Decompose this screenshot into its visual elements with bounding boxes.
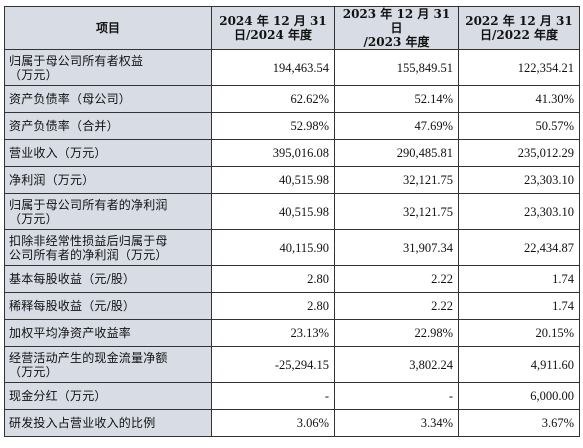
row-label: 稀释每股收益（元/股） <box>4 292 212 320</box>
row-label: 研发投入占营业收入的比例 <box>4 409 212 437</box>
value-2022: 3.67% <box>458 409 580 437</box>
value-2023: 2.22 <box>334 265 459 293</box>
value-2023: 2.22 <box>334 292 459 320</box>
value-2022: 20.15% <box>458 319 580 347</box>
row-label: 资产负债率（合并） <box>4 112 212 140</box>
value-2024: 3.06% <box>211 409 335 437</box>
table-row: 归属于母公司所有者权益 （万元） 194,463.54 155,849.51 12… <box>4 49 580 86</box>
row-label: 资产负债率（母公司） <box>4 85 212 113</box>
value-2024: 62.62% <box>211 85 335 113</box>
row-label: 经营活动产生的现金流量净额 （万元） <box>4 346 212 383</box>
value-2023: 47.69% <box>334 112 459 140</box>
value-2022: 41.30% <box>458 85 580 113</box>
table-body: 归属于母公司所有者权益 （万元） 194,463.54 155,849.51 12… <box>4 49 580 437</box>
table-row: 基本每股收益（元/股） 2.80 2.22 1.74 <box>4 265 580 293</box>
table-row: 资产负债率（母公司） 62.62% 52.14% 41.30% <box>4 85 580 113</box>
value-2023: 3,802.24 <box>334 346 459 383</box>
value-2022: 23,303.10 <box>458 193 580 230</box>
row-label: 现金分红（万元） <box>4 382 212 410</box>
value-2023: 31,907.34 <box>334 229 459 266</box>
table-row: 净利润（万元） 40,515.98 32,121.75 23,303.10 <box>4 166 580 194</box>
row-label: 归属于母公司所有者的净利润 （万元） <box>4 193 212 230</box>
value-2022: 22,434.87 <box>458 229 580 266</box>
value-2024: -25,294.15 <box>211 346 335 383</box>
row-label: 加权平均净资产收益率 <box>4 319 212 347</box>
value-2023: 32,121.75 <box>334 166 459 194</box>
header-2022: 2022 年 12 月 31 日/2022 年度 <box>458 6 580 50</box>
header-2024: 2024 年 12 月 31 日/2024 年度 <box>211 6 335 50</box>
value-2024: - <box>211 382 335 410</box>
row-label: 净利润（万元） <box>4 166 212 194</box>
row-label: 归属于母公司所有者权益 （万元） <box>4 49 212 86</box>
financial-data-table: 项目 2024 年 12 月 31 日/2024 年度 2023 年 12 月 3… <box>4 6 580 437</box>
value-2023: 3.34% <box>334 409 459 437</box>
row-label: 扣除非经常性损益后归属于母 公司所有者的净利润（万元） <box>4 229 212 266</box>
value-2023: - <box>334 382 459 410</box>
table-row: 现金分红（万元） - - 6,000.00 <box>4 382 580 410</box>
value-2024: 40,515.98 <box>211 166 335 194</box>
value-2024: 23.13% <box>211 319 335 347</box>
value-2024: 2.80 <box>211 265 335 293</box>
table-row: 扣除非经常性损益后归属于母 公司所有者的净利润（万元） 40,115.90 31,… <box>4 229 580 266</box>
value-2022: 23,303.10 <box>458 166 580 194</box>
value-2023: 52.14% <box>334 85 459 113</box>
table-header: 项目 2024 年 12 月 31 日/2024 年度 2023 年 12 月 3… <box>4 6 580 50</box>
value-2024: 194,463.54 <box>211 49 335 86</box>
value-2023: 22.98% <box>334 319 459 347</box>
header-2023: 2023 年 12 月 31 日/2023 年度 <box>334 6 459 50</box>
value-2023: 290,485.81 <box>334 139 459 167</box>
value-2022: 50.57% <box>458 112 580 140</box>
value-2024: 40,515.98 <box>211 193 335 230</box>
value-2022: 1.74 <box>458 292 580 320</box>
value-2022: 4,911.60 <box>458 346 580 383</box>
value-2024: 52.98% <box>211 112 335 140</box>
row-label: 营业收入（万元） <box>4 139 212 167</box>
value-2023: 155,849.51 <box>334 49 459 86</box>
value-2022: 6,000.00 <box>458 382 580 410</box>
table-row: 营业收入（万元） 395,016.08 290,485.81 235,012.2… <box>4 139 580 167</box>
table-row: 资产负债率（合并） 52.98% 47.69% 50.57% <box>4 112 580 140</box>
header-item: 项目 <box>4 6 212 50</box>
row-label: 基本每股收益（元/股） <box>4 265 212 293</box>
value-2022: 122,354.21 <box>458 49 580 86</box>
value-2024: 2.80 <box>211 292 335 320</box>
table-row: 归属于母公司所有者的净利润 （万元） 40,515.98 32,121.75 23… <box>4 193 580 230</box>
header-row: 项目 2024 年 12 月 31 日/2024 年度 2023 年 12 月 3… <box>4 6 580 50</box>
value-2023: 32,121.75 <box>334 193 459 230</box>
value-2022: 1.74 <box>458 265 580 293</box>
value-2024: 395,016.08 <box>211 139 335 167</box>
value-2024: 40,115.90 <box>211 229 335 266</box>
table-row: 研发投入占营业收入的比例 3.06% 3.34% 3.67% <box>4 409 580 437</box>
table-row: 稀释每股收益（元/股） 2.80 2.22 1.74 <box>4 292 580 320</box>
table-row: 经营活动产生的现金流量净额 （万元） -25,294.15 3,802.24 4,… <box>4 346 580 383</box>
value-2022: 235,012.29 <box>458 139 580 167</box>
table-row: 加权平均净资产收益率 23.13% 22.98% 20.15% <box>4 319 580 347</box>
